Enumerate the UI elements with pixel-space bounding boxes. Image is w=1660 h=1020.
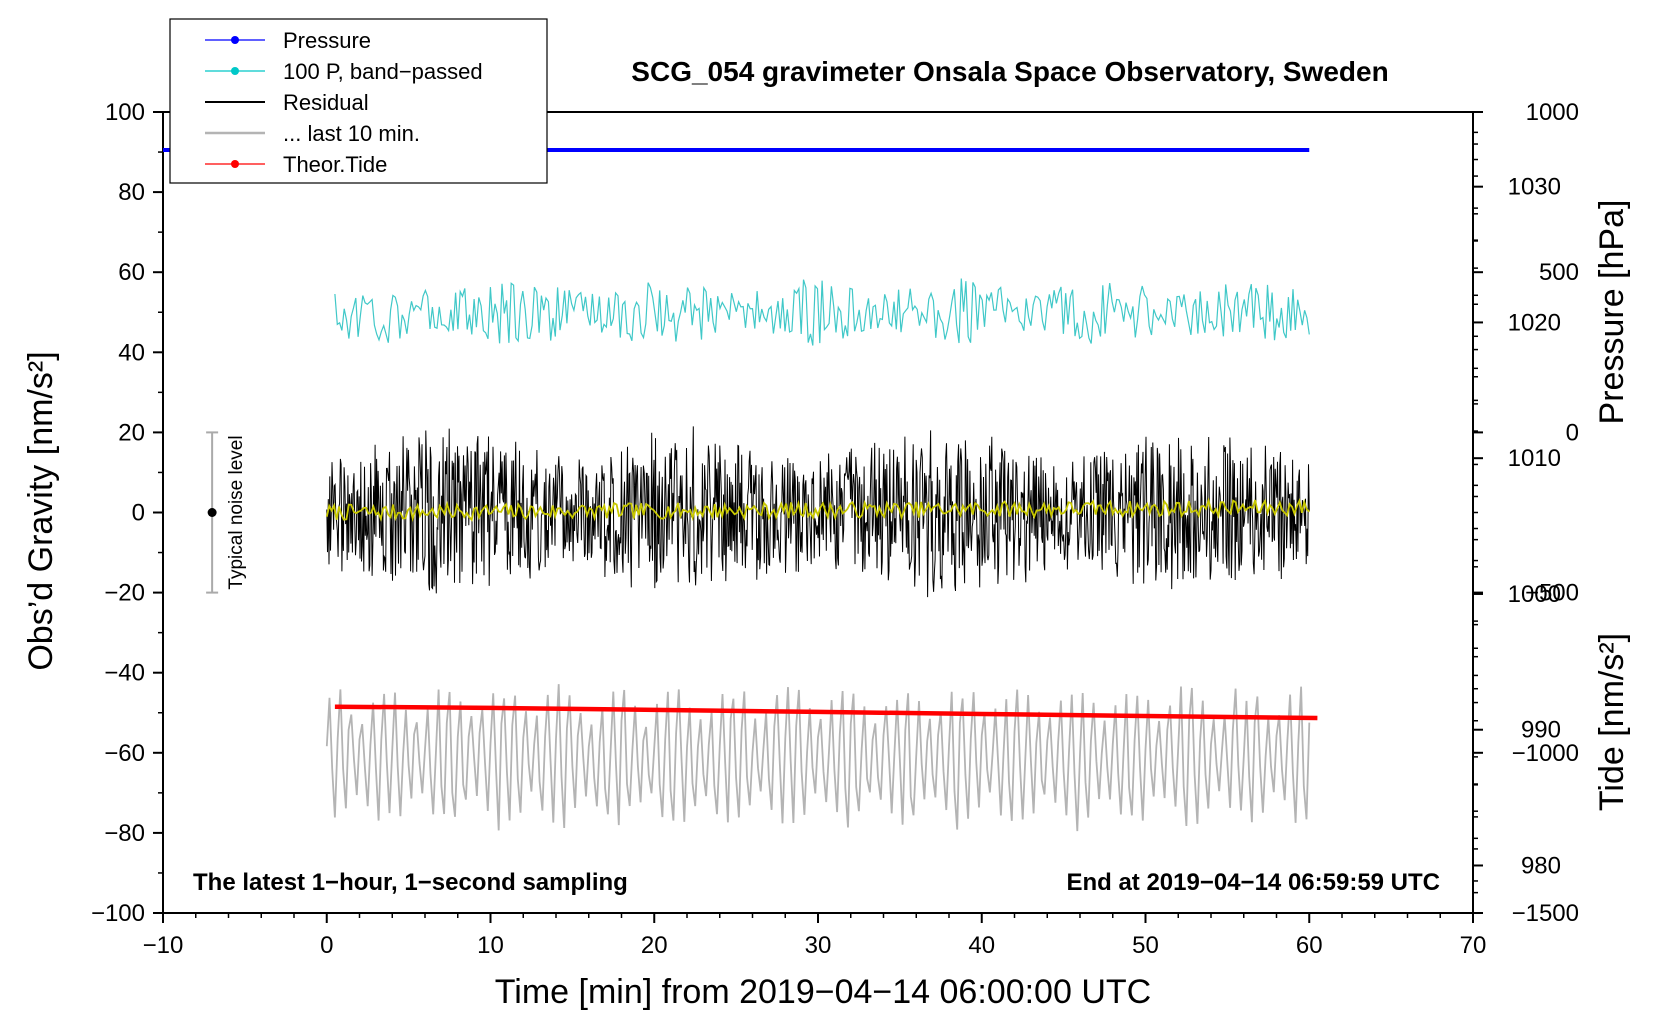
annotation-right: End at 2019−04−14 06:59:59 UTC — [1066, 869, 1440, 896]
x-tick-label: 70 — [1460, 932, 1487, 959]
x-tick-label: 50 — [1132, 932, 1159, 959]
y-axis-title: Obs’d Gravity [nm/s²] — [22, 351, 60, 670]
y-tick-label: 80 — [118, 179, 145, 206]
x-tick-label: 60 — [1296, 932, 1323, 959]
x-tick-label: 0 — [320, 932, 333, 959]
x-tick-label: 20 — [641, 932, 668, 959]
y-axis-ticks: 100 80 60 40 20 0 −20 −40 −60 −80 −100 — [91, 99, 163, 927]
x-tick-label: −10 — [143, 932, 184, 959]
pressure-tick-label: 1030 — [1508, 174, 1561, 201]
y-tick-label: −20 — [104, 580, 145, 607]
theoretical-tide-series — [334, 704, 1318, 721]
chart-title: SCG_054 gravimeter Onsala Space Observat… — [631, 56, 1388, 87]
y-tick-label: 40 — [118, 339, 145, 366]
tide-tick-label: −500 — [1525, 580, 1579, 607]
y-tick-label: 0 — [132, 500, 145, 527]
x-tick-label: 10 — [477, 932, 504, 959]
tide-tick-label: 500 — [1539, 259, 1579, 286]
tide-tick-label: 1000 — [1526, 99, 1579, 126]
legend-swatch-marker — [231, 160, 239, 168]
y-tick-label: 60 — [118, 259, 145, 286]
pressure-tick-label: 980 — [1521, 852, 1561, 879]
y-tick-label: −40 — [104, 660, 145, 687]
annotation-left: The latest 1−hour, 1−second sampling — [193, 869, 628, 896]
noise-level-indicator: Typical noise level — [206, 431, 247, 594]
x-axis-ticks: −10 0 10 20 30 40 50 60 70 — [143, 913, 1487, 959]
legend: Pressure 100 P, band−passed Residual ... la… — [169, 18, 548, 184]
pressure-tick-label: 990 — [1521, 717, 1561, 744]
pressure-axis-title: Pressure [hPa] — [1593, 200, 1631, 425]
band-passed-pressure-series — [334, 278, 1310, 346]
y-tick-label: 100 — [105, 99, 145, 126]
legend-entry-label: Pressure — [283, 28, 371, 53]
x-axis-title: Time [min] from 2019−04−14 06:00:00 UTC — [495, 973, 1151, 1011]
y-tick-label: −100 — [91, 900, 145, 927]
pressure-axis-ticks: 1030 1020 1010 1000 990 980 — [1473, 131, 1561, 894]
legend-swatch-marker — [231, 67, 239, 75]
legend-entry-label: 100 P, band−passed — [283, 59, 483, 84]
tide-tick-label: −1500 — [1512, 900, 1579, 927]
y-tick-label: 20 — [118, 419, 145, 446]
pressure-tick-label: 1010 — [1508, 445, 1561, 472]
legend-entry-label: Theor.Tide — [283, 152, 387, 177]
legend-entry-label: Residual — [283, 90, 369, 115]
x-tick-label: 30 — [805, 932, 832, 959]
tide-tick-label: −1000 — [1512, 740, 1579, 767]
tide-axis-title: Tide [nm/s²] — [1593, 633, 1631, 811]
legend-swatch-marker — [231, 36, 239, 44]
pressure-tick-label: 1000 — [1508, 581, 1561, 608]
y-tick-label: −60 — [104, 740, 145, 767]
x-tick-label: 40 — [968, 932, 995, 959]
y-tick-label: −80 — [104, 820, 145, 847]
tide-tick-label: 0 — [1566, 419, 1579, 446]
noise-bar-center-dot — [207, 508, 217, 517]
residual-smoothed-series — [325, 497, 1310, 523]
pressure-tick-label: 1020 — [1508, 309, 1561, 336]
legend-box — [169, 18, 548, 184]
noise-bar-label: Typical noise level — [226, 435, 247, 589]
legend-entry-label: ... last 10 min. — [283, 121, 420, 146]
residual-series — [326, 426, 1310, 598]
last-10-min-series — [325, 684, 1311, 832]
tide-axis-ticks: 1000 500 0 −500 −1000 −1500 — [1473, 99, 1579, 927]
